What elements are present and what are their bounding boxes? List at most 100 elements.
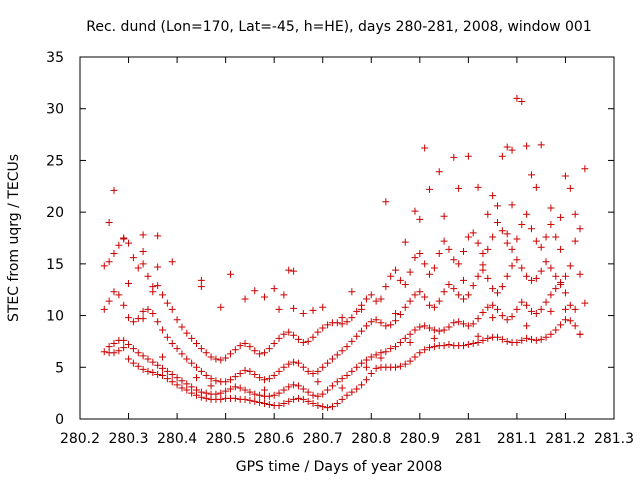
data-point (231, 394, 239, 402)
data-point (552, 233, 560, 241)
data-point (455, 260, 463, 268)
data-point (314, 378, 322, 386)
data-point (430, 326, 438, 334)
data-point (561, 172, 569, 180)
x-tick-label: 280.8 (351, 431, 391, 447)
data-point (154, 371, 162, 379)
data-point (523, 272, 531, 280)
data-point (275, 334, 283, 342)
data-point (440, 342, 448, 350)
data-point (314, 392, 322, 400)
data-point (265, 375, 273, 383)
data-point (547, 330, 555, 338)
data-point (212, 390, 220, 398)
data-point (566, 262, 574, 270)
data-point (396, 362, 404, 370)
data-point (319, 324, 327, 332)
data-point (275, 389, 283, 397)
data-point (100, 348, 108, 356)
data-point (139, 315, 147, 323)
data-point (338, 347, 346, 355)
data-point (493, 289, 501, 297)
data-point (188, 383, 196, 391)
data-point (464, 152, 472, 160)
data-point (236, 369, 244, 377)
data-point (299, 395, 307, 403)
data-point (290, 304, 298, 312)
data-point (358, 327, 366, 335)
data-point (435, 297, 443, 305)
data-point (426, 301, 434, 309)
data-point (474, 272, 482, 280)
data-point (226, 376, 234, 384)
data-point (188, 389, 196, 397)
data-point (280, 363, 288, 371)
data-point (498, 312, 506, 320)
data-point (139, 231, 147, 239)
data-point (222, 387, 230, 395)
data-point (406, 330, 414, 338)
data-point (450, 153, 458, 161)
data-point (362, 376, 370, 384)
data-point (527, 171, 535, 179)
data-point (168, 378, 176, 386)
data-point (193, 386, 201, 394)
data-point (484, 245, 492, 253)
data-point (372, 351, 380, 359)
x-tick-label: 281.2 (545, 431, 585, 447)
data-point (537, 305, 545, 313)
data-point (139, 352, 147, 360)
data-point (110, 186, 118, 194)
data-point (285, 383, 293, 391)
data-point (304, 337, 312, 345)
data-point (469, 229, 477, 237)
data-point (207, 375, 215, 383)
data-point (294, 382, 302, 390)
data-point (188, 334, 196, 342)
data-point (421, 322, 429, 330)
data-point (416, 215, 424, 223)
data-point (576, 270, 584, 278)
data-point (290, 267, 298, 275)
data-point (159, 372, 167, 380)
data-point (450, 256, 458, 264)
data-point (392, 317, 400, 325)
data-point (270, 285, 278, 293)
data-point (513, 94, 521, 102)
data-point (523, 301, 531, 309)
data-point (144, 305, 152, 313)
data-point (183, 329, 191, 337)
data-point (372, 297, 380, 305)
data-point (338, 395, 346, 403)
data-point (319, 363, 327, 371)
data-point (392, 363, 400, 371)
data-point (518, 298, 526, 306)
data-point (464, 291, 472, 299)
data-point (401, 334, 409, 342)
data-point (285, 328, 293, 336)
data-point (125, 355, 133, 363)
data-point (212, 355, 220, 363)
data-point (527, 225, 535, 233)
data-point (202, 372, 210, 380)
data-point (513, 338, 521, 346)
data-point (197, 367, 205, 375)
data-point (513, 256, 521, 264)
data-point (474, 332, 482, 340)
data-point (508, 313, 516, 321)
data-point (100, 262, 108, 270)
data-point (110, 349, 118, 357)
data-point (324, 359, 332, 367)
data-point (309, 399, 317, 407)
data-point (552, 326, 560, 334)
data-point (270, 391, 278, 399)
data-point (256, 391, 264, 399)
data-point (358, 381, 366, 389)
data-point (275, 305, 283, 313)
data-point (382, 198, 390, 206)
data-point (348, 314, 356, 322)
data-point (290, 358, 298, 366)
data-point (280, 386, 288, 394)
data-point (154, 232, 162, 240)
data-point (547, 264, 555, 272)
